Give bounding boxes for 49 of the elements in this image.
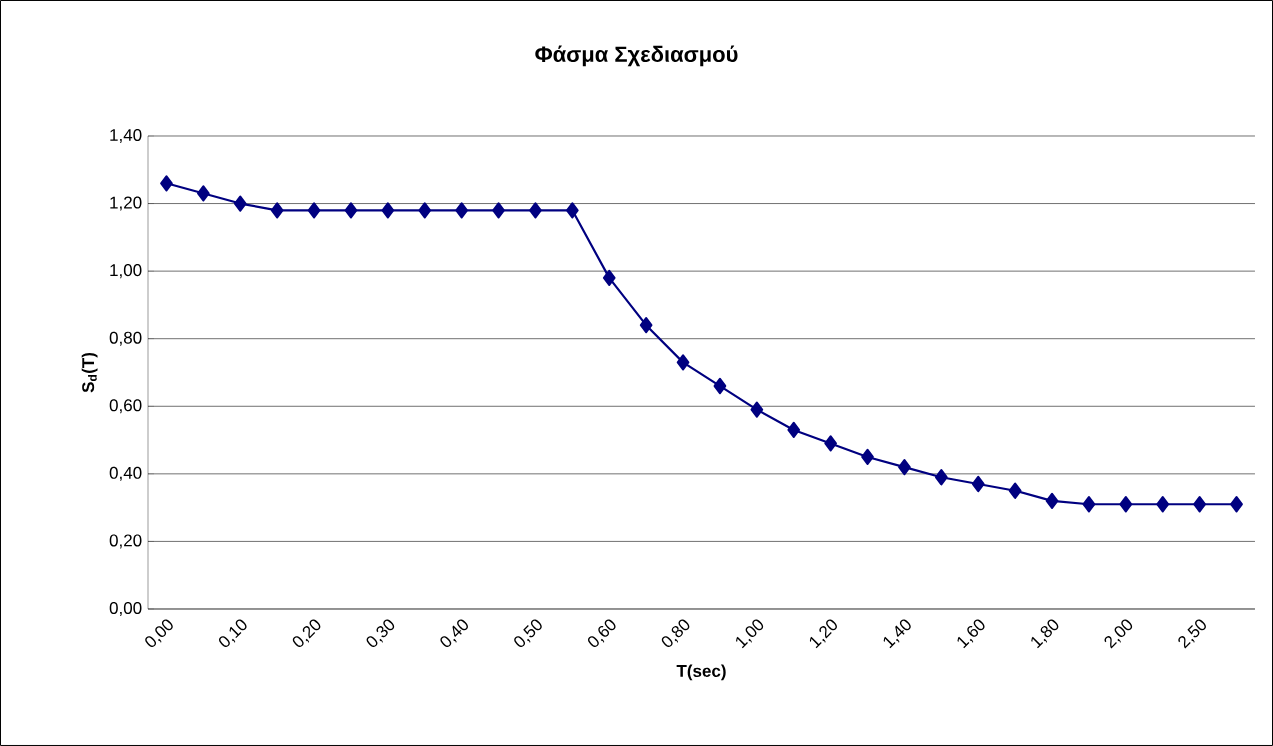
point	[787, 421, 801, 439]
point	[270, 202, 284, 219]
point	[1119, 496, 1133, 513]
point	[1008, 482, 1022, 499]
point	[307, 202, 321, 219]
x-tick-label: 0,00	[145, 619, 173, 647]
point	[529, 202, 542, 219]
point	[676, 354, 690, 371]
x-axis-title: T(sec)	[676, 664, 726, 681]
point	[898, 458, 911, 476]
point	[1082, 496, 1096, 513]
x-tick-label: 0,10	[219, 619, 247, 647]
y-tick-label: 0,40	[109, 466, 142, 481]
point	[1045, 492, 1059, 509]
chart-title: Φάσμα Σχεδιασμού	[535, 45, 738, 67]
y-tick-label: 0,80	[109, 331, 142, 346]
point	[1156, 496, 1170, 513]
point	[824, 435, 837, 452]
y-tick-label: 0,20	[109, 534, 142, 549]
point	[197, 185, 210, 202]
x-tick-label: 0,40	[440, 619, 468, 647]
x-tick-label: 0,30	[366, 619, 395, 647]
point	[160, 175, 173, 192]
point	[639, 317, 653, 334]
point	[1193, 496, 1206, 513]
point	[934, 469, 948, 486]
y-tick-label: 1,40	[110, 128, 142, 144]
y-tick-label: 1,00	[110, 264, 142, 279]
point	[381, 202, 395, 219]
x-tick-label: 0,80	[661, 619, 690, 647]
y-tick-label: 0,00	[109, 601, 142, 617]
point	[492, 202, 505, 219]
point	[861, 448, 874, 466]
point	[455, 202, 468, 219]
point	[713, 377, 727, 395]
point	[418, 202, 432, 219]
x-tick-label: 0,50	[514, 619, 542, 647]
point	[602, 269, 616, 286]
point	[1230, 496, 1243, 513]
y-axis-title: S$_{d}$(T)	[81, 352, 98, 393]
point	[344, 202, 358, 219]
point	[750, 401, 764, 418]
point	[565, 202, 579, 219]
x-tick-label: 0,20	[292, 619, 321, 647]
y-tick-label: 0,60	[109, 399, 142, 414]
y-tick-label: 1,20	[110, 196, 142, 211]
point	[233, 195, 247, 212]
point	[971, 475, 985, 493]
x-tick-label: 0,60	[588, 619, 616, 647]
